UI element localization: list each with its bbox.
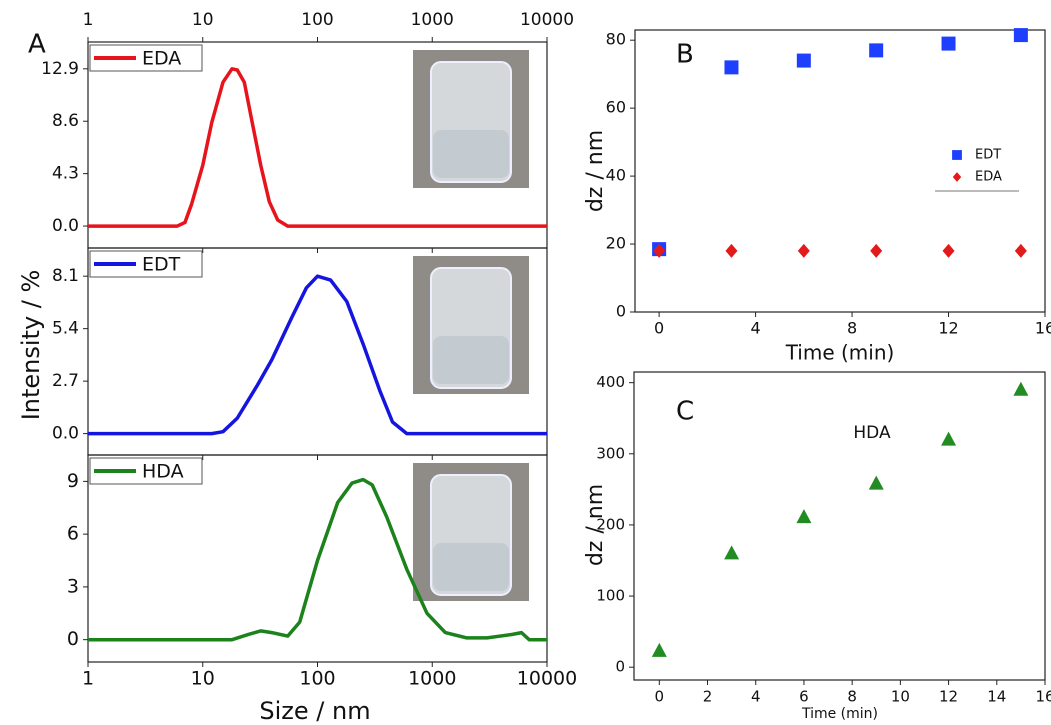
x-tick-label: 1: [83, 10, 94, 30]
x-axis-label: Size / nm: [259, 697, 370, 725]
x-axis-label: Time (min): [785, 341, 895, 365]
marker: [868, 475, 884, 490]
x-axis-label: Time (min): [801, 706, 878, 722]
y-tick-label: 200: [596, 515, 625, 533]
y-tick-label: 300: [596, 444, 625, 462]
x-tick-label: 1000: [408, 668, 456, 690]
panel-label: B: [676, 40, 694, 70]
vial-liquid: [433, 336, 509, 384]
y-tick-label: 0: [67, 628, 79, 650]
y-tick-label: 400: [596, 373, 625, 391]
marker: [725, 243, 738, 258]
x-tick-label: 10000: [520, 10, 574, 30]
vial-liquid: [433, 130, 509, 178]
x-tick-label: 8: [847, 319, 857, 338]
y-tick-label: 20: [606, 234, 626, 253]
marker: [869, 43, 884, 58]
y-tick-label: 0.0: [52, 424, 79, 444]
x-tick-label: 0: [654, 319, 664, 338]
marker: [952, 150, 962, 160]
y-axis-label: Intensity / %: [17, 270, 45, 421]
x-tick-label: 10: [191, 668, 215, 690]
y-tick-label: 9: [67, 470, 79, 492]
y-tick-label: 12.9: [41, 59, 79, 79]
y-tick-label: 8.1: [52, 266, 79, 286]
x-tick-label: 4: [750, 319, 760, 338]
x-tick-label: 10: [891, 688, 910, 706]
y-tick-label: 2.7: [52, 371, 79, 391]
y-tick-label: 8.6: [52, 111, 79, 131]
y-tick-label: 0.0: [52, 216, 79, 236]
x-tick-label: 16: [1035, 688, 1051, 706]
data-line: [88, 274, 547, 436]
marker: [796, 509, 812, 524]
x-tick-label: 14: [987, 688, 1006, 706]
x-tick-label: 0: [655, 688, 665, 706]
x-tick-label: 1: [82, 668, 94, 690]
y-tick-label: 80: [606, 30, 626, 49]
plot-frame: [633, 371, 1046, 681]
marker: [724, 60, 739, 75]
y-tick-label: 40: [606, 166, 626, 185]
x-tick-label: 12: [938, 319, 958, 338]
marker: [941, 431, 957, 446]
x-tick-label: 8: [847, 688, 857, 706]
y-tick-label: 5.4: [52, 319, 79, 339]
legend-label: EDA: [142, 48, 181, 70]
x-tick-label: 16: [1035, 319, 1051, 338]
panel-label: C: [676, 397, 694, 427]
marker: [1013, 28, 1028, 43]
x-tick-label: 2: [703, 688, 713, 706]
y-tick-label: 0: [616, 302, 626, 321]
marker: [941, 36, 956, 51]
y-axis-label: dz / nm: [583, 484, 608, 566]
legend-label: HDA: [142, 461, 184, 483]
x-tick-label: 100: [301, 10, 333, 30]
marker: [952, 172, 962, 182]
plot-frame: [634, 29, 1046, 313]
marker: [724, 545, 740, 560]
y-tick-label: 6: [67, 523, 79, 545]
legend-label: EDT: [975, 148, 1001, 163]
x-tick-label: 4: [751, 688, 761, 706]
x-tick-label: 10: [192, 10, 214, 30]
vial-liquid: [433, 543, 509, 591]
y-tick-label: 0: [615, 658, 625, 676]
marker: [796, 53, 811, 68]
marker: [653, 243, 666, 258]
y-tick-label: 60: [606, 98, 626, 117]
legend-label: EDA: [975, 170, 1002, 185]
marker: [1014, 243, 1027, 258]
x-tick-label: 12: [939, 688, 958, 706]
marker: [797, 243, 810, 258]
data-line: [88, 477, 547, 642]
x-tick-label: 6: [799, 688, 809, 706]
y-axis-label: dz / nm: [583, 130, 608, 212]
marker: [942, 243, 955, 258]
marker: [651, 642, 667, 657]
legend-label: EDT: [142, 254, 181, 276]
x-tick-label: 1000: [411, 10, 454, 30]
y-tick-label: 3: [67, 575, 79, 597]
y-tick-label: 100: [596, 587, 625, 605]
panel-label: A: [28, 30, 46, 60]
data-line: [88, 67, 547, 228]
annotation: HDA: [853, 423, 891, 443]
y-tick-label: 4.3: [52, 164, 79, 184]
x-tick-label: 100: [299, 668, 335, 690]
x-tick-label: 10000: [517, 668, 577, 690]
marker: [870, 243, 883, 258]
marker: [1013, 381, 1029, 396]
